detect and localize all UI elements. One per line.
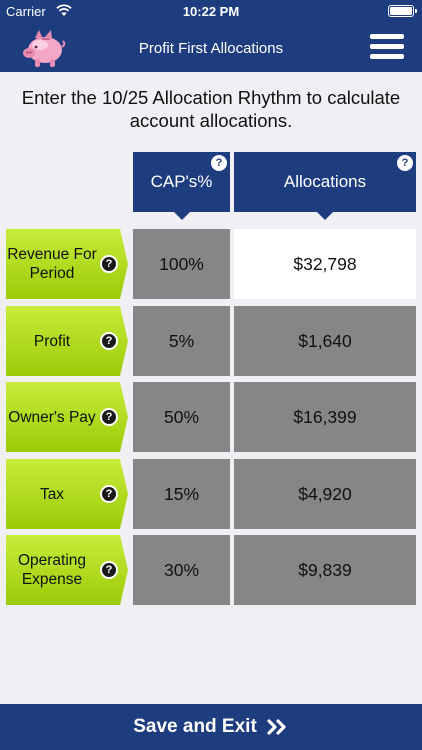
nav-title: Profit First Allocations [138, 40, 284, 57]
save-and-exit-label: Save and Exit [133, 716, 257, 737]
percent-input-profit[interactable]: 5% [133, 306, 230, 376]
help-icon[interactable]: ? [100, 408, 118, 426]
row-label-owners-pay: Owner's Pay ? [6, 382, 128, 452]
percent-input-operating-expense[interactable]: 30% [133, 535, 230, 605]
row-label-text: Operating Expense [17, 552, 87, 588]
row-label-text: Profit [33, 332, 71, 350]
row-label-text: Owner's Pay [8, 408, 96, 426]
help-icon[interactable]: ? [100, 332, 118, 350]
header-allocations-label: Allocations [283, 172, 367, 191]
row-label-operating-expense: Operating Expense ? [6, 535, 128, 605]
help-icon[interactable]: ? [100, 255, 118, 273]
row-label-profit: Profit ? [6, 306, 128, 376]
double-chevron-right-icon [267, 719, 286, 735]
nav-bar: Profit First Allocations [0, 22, 422, 72]
amount-input-revenue[interactable]: $32,798 [234, 229, 416, 299]
percent-input-owners-pay[interactable]: 50% [133, 382, 230, 452]
amount-value-tax: $4,920 [234, 459, 416, 529]
amount-value-operating-expense: $9,839 [234, 535, 416, 605]
help-icon[interactable]: ? [100, 561, 118, 579]
header-allocations: Allocations ? [234, 152, 416, 220]
save-and-exit-button[interactable]: Save and Exit [0, 704, 422, 750]
row-label-text: Tax [39, 485, 65, 503]
help-icon[interactable]: ? [397, 155, 413, 171]
battery-icon [388, 5, 417, 17]
status-bar: Carrier 10:22 PM [0, 0, 422, 22]
help-icon[interactable]: ? [100, 485, 118, 503]
percent-input-tax[interactable]: 15% [133, 459, 230, 529]
amount-value-owners-pay: $16,399 [234, 382, 416, 452]
wifi-icon [56, 4, 72, 16]
row-label-revenue: Revenue For Period ? [6, 229, 128, 299]
header-caps-percent: CAP's% ? [133, 152, 230, 220]
row-label-tax: Tax ? [6, 459, 128, 529]
row-label-text: Revenue For Period [7, 246, 97, 282]
piggy-bank-icon[interactable] [20, 25, 66, 69]
header-caps-percent-label: CAP's% [150, 172, 213, 191]
amount-value-profit: $1,640 [234, 306, 416, 376]
hamburger-menu-icon[interactable] [370, 34, 404, 60]
percent-cell-revenue[interactable]: 100% [133, 229, 230, 299]
help-icon[interactable]: ? [211, 155, 227, 171]
instructions-text: Enter the 10/25 Allocation Rhythm to cal… [21, 87, 401, 131]
status-time: 10:22 PM [182, 4, 240, 19]
carrier-label: Carrier [6, 4, 46, 19]
